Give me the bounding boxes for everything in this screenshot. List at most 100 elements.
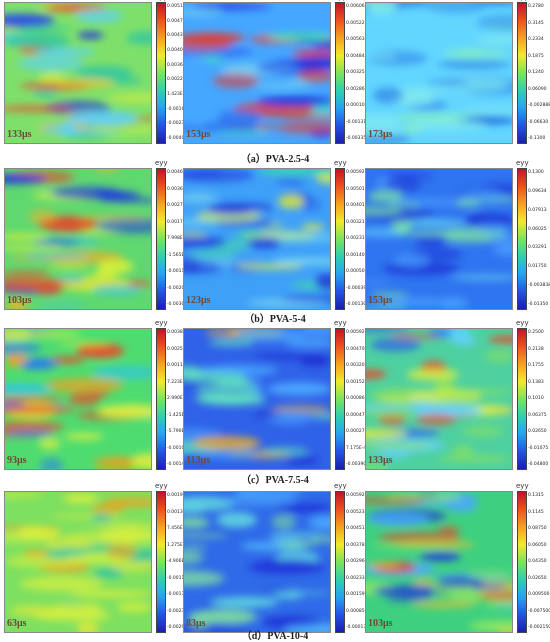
colorbar-tick-label: -0.04800 bbox=[528, 462, 549, 467]
colorbar-tick-label: 0.06375 bbox=[528, 412, 547, 418]
colorbar-tick-label: -0.000397 bbox=[346, 285, 370, 291]
colorbar-tick-label: 0.002261 bbox=[167, 77, 189, 83]
contour-field bbox=[365, 168, 513, 310]
colorbar-tick-label: 7.998E-4 bbox=[167, 236, 188, 241]
contour-field bbox=[365, 2, 513, 144]
contour-field bbox=[183, 491, 331, 633]
colorbar-title: eyy bbox=[516, 159, 529, 167]
colorbar-tick-label: -1.425E-4 bbox=[167, 412, 189, 418]
time-label: 63μs bbox=[7, 618, 27, 629]
strain-contour-panel: 113μs eyy 0.005920 0.004700 0.003205 0.001529… bbox=[183, 319, 371, 470]
time-label: 123μs bbox=[186, 295, 211, 306]
colorbar-tick-label: 0.1875 bbox=[528, 53, 544, 59]
strain-contour-panel: 123μs eyy 0.005920 0.005019 0.004015 0.003213… bbox=[183, 159, 370, 310]
colorbar-tick-label: 0.004394 bbox=[167, 33, 189, 39]
colorbar-tick-label: -0.002069 bbox=[167, 285, 191, 291]
colorbar-tick-label: 0.002580 bbox=[167, 346, 189, 352]
colorbar-tick-label: 0.003205 bbox=[346, 363, 368, 368]
colorbar bbox=[335, 168, 345, 310]
colorbar bbox=[156, 328, 166, 470]
contour-field bbox=[365, 328, 513, 470]
colorbar-tick-label: -0.001113 bbox=[167, 269, 191, 274]
colorbar-tick-label: 0.001408 bbox=[346, 252, 368, 258]
contour-field bbox=[183, 2, 331, 144]
colorbar-tick-label: -0.000130 bbox=[346, 625, 370, 630]
colorbar bbox=[156, 2, 166, 144]
time-label: 153μs bbox=[368, 295, 393, 306]
time-label: 153μs bbox=[186, 129, 211, 140]
colorbar-title: eyy bbox=[155, 319, 168, 327]
colorbar-tick-label: 0.005019 bbox=[346, 186, 368, 192]
contour-field bbox=[183, 328, 331, 470]
colorbar-tick-label: 0.004515 bbox=[346, 526, 368, 531]
colorbar-tick-label: 0.003820 bbox=[167, 330, 189, 335]
colorbar-tick-label: 0.002712 bbox=[167, 203, 189, 208]
colorbar-tick-label: -0.002372 bbox=[167, 121, 191, 127]
colorbar-tick-label: 0.004625 bbox=[167, 170, 189, 175]
colorbar-tick-label: -0.002345 bbox=[167, 608, 191, 614]
colorbar-tick-label: 0.002960 bbox=[346, 559, 368, 564]
contour-field bbox=[365, 491, 513, 633]
time-label: 113μs bbox=[186, 455, 211, 466]
colorbar-tick-label: 0.003639 bbox=[167, 62, 189, 68]
strain-contour-panel: 103μs eyy 0.004625 0.003669 0.002712 0.001756… bbox=[4, 159, 191, 310]
colorbar-tick-label: 0.005150 bbox=[167, 4, 189, 9]
colorbar bbox=[517, 2, 527, 144]
strain-contour-panel: 133μs eyy 0.005150 0.004772 0.004394 0.004017… bbox=[4, 0, 191, 144]
colorbar-tick-label: -0.003900 bbox=[346, 462, 370, 467]
colorbar-tick-label: -0.007500 bbox=[528, 608, 550, 614]
colorbar-tick-label: 0.07913 bbox=[528, 207, 547, 213]
colorbar-tick-label: 0.002335 bbox=[346, 575, 368, 581]
colorbar-tick-label: 0.1010 bbox=[528, 396, 544, 401]
colorbar-title: eyy bbox=[334, 482, 347, 490]
colorbar-tick-label: -0.00335 bbox=[346, 136, 367, 141]
colorbar-tick-label: 0.0008630 bbox=[346, 396, 371, 401]
colorbar-tick-label: 0.00606 bbox=[346, 4, 365, 9]
colorbar-tick-label: -1.565E-4 bbox=[167, 252, 189, 258]
colorbar bbox=[517, 491, 527, 633]
colorbar bbox=[517, 168, 527, 310]
contour-field bbox=[4, 328, 152, 470]
colorbar-tick-label: -0.001440 bbox=[167, 462, 191, 467]
colorbar-tick-label: -0.004020 bbox=[167, 136, 191, 141]
colorbar-tick-label: 0.009500 bbox=[528, 592, 550, 597]
colorbar-tick-label: 0.004772 bbox=[167, 18, 189, 24]
colorbar-tick-label: 0.09634 bbox=[528, 188, 547, 194]
colorbar-tick-label: 0.1240 bbox=[528, 70, 544, 75]
colorbar-tick-label: 0.03291 bbox=[528, 245, 547, 251]
time-label: 173μs bbox=[368, 129, 393, 140]
colorbar-tick-label: -0.01075 bbox=[528, 445, 549, 451]
colorbar-tick-label: 0.06050 bbox=[528, 542, 547, 548]
colorbar-tick-label: 0.1383 bbox=[528, 379, 544, 385]
strain-contour-panel: 103μs eyy 0.1315 0.1145 0.08750 0.06050 0.0435… bbox=[365, 482, 550, 633]
colorbar-tick-label: 0.2500 bbox=[528, 330, 544, 335]
colorbar-tick-label: 0.005920 bbox=[346, 170, 368, 175]
colorbar-tick-label: 0.1315 bbox=[528, 493, 544, 498]
colorbar bbox=[335, 328, 345, 470]
colorbar-title: eyy bbox=[155, 482, 168, 490]
colorbar-tick-label: 0.003669 bbox=[167, 186, 189, 192]
colorbar-tick-label: -4.906E-4 bbox=[167, 559, 189, 564]
colorbar-tick-label: 0.1145 bbox=[528, 509, 544, 515]
colorbar bbox=[156, 491, 166, 633]
colorbar-tick-label: 0.00325 bbox=[346, 70, 365, 75]
colorbar-tick-label: 0.2128 bbox=[528, 346, 544, 352]
colorbar-tick-label: 7.223E-4 bbox=[167, 379, 188, 385]
colorbar-tick-label: 0.06025 bbox=[528, 226, 547, 232]
strain-contour-panel: 153μs eyy 0.00606 0.00522 0.00563 0.00484 0.00… bbox=[183, 0, 369, 144]
time-label: 133μs bbox=[7, 129, 32, 140]
colorbar-tick-label: 0.003213 bbox=[346, 219, 368, 225]
colorbar-title: eyy bbox=[334, 0, 347, 1]
colorbar-title: eyy bbox=[155, 0, 168, 1]
strain-contour-panel: 153μs eyy 0.1300 0.09634 0.07913 0.06025 0.032… bbox=[365, 159, 550, 310]
time-label: 103μs bbox=[368, 618, 393, 629]
strain-contour-panel: 63μs eyy 0.001903 0.001365 7.456E-4 1.275E-4 -… bbox=[4, 482, 191, 633]
colorbar-tick-label: 0.000850 bbox=[346, 608, 368, 614]
colorbar-tick-label: 0.001595 bbox=[346, 592, 368, 597]
row-caption: （c）PVA-7.5-4 bbox=[241, 475, 309, 486]
contour-field bbox=[4, 491, 152, 633]
colorbar-tick-label: -0.06630 bbox=[528, 119, 549, 125]
colorbar-tick-label: 0.003785 bbox=[346, 542, 368, 548]
colorbar-title: eyy bbox=[516, 319, 529, 327]
contour-field bbox=[183, 168, 331, 310]
